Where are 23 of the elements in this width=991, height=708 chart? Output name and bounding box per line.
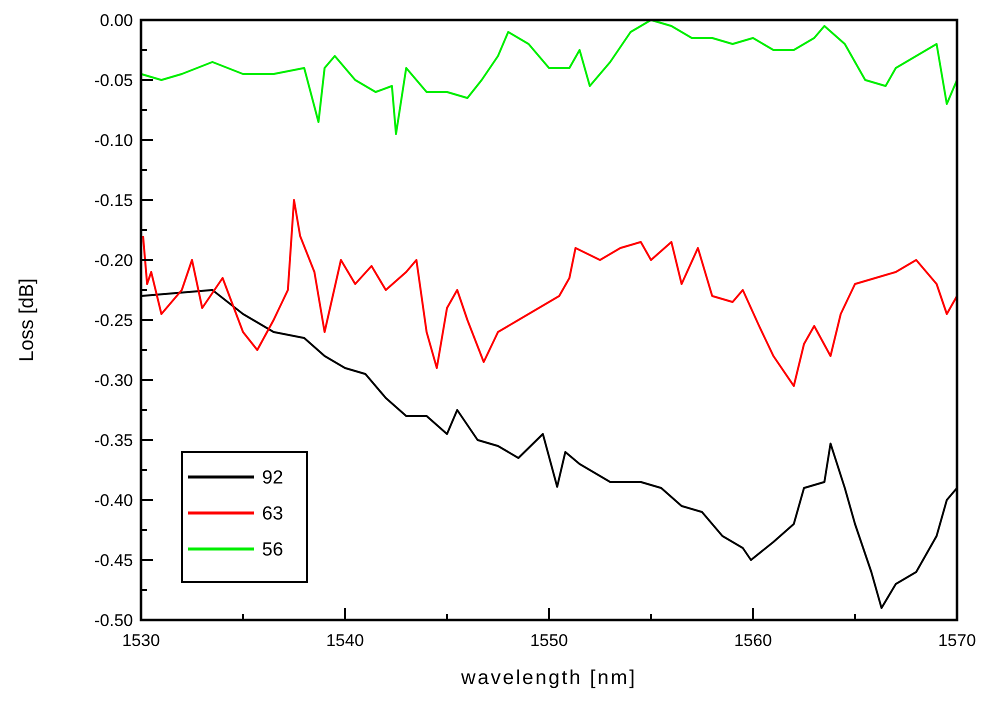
legend-label: 56 bbox=[262, 540, 284, 561]
x-tick-label: 1560 bbox=[734, 631, 772, 650]
y-tick-label: 0.00 bbox=[100, 10, 133, 30]
legend-label: 63 bbox=[262, 504, 284, 525]
y-tick-label: -0.10 bbox=[94, 130, 133, 150]
y-tick-label: -0.45 bbox=[94, 550, 133, 570]
y-tick-label: -0.35 bbox=[94, 430, 133, 450]
y-tick-label: -0.25 bbox=[94, 310, 133, 330]
y-tick-label: -0.50 bbox=[94, 610, 133, 630]
y-axis-title: Loss [dB] bbox=[16, 278, 38, 362]
y-tick-label: -0.20 bbox=[94, 250, 133, 270]
x-tick-label: 1540 bbox=[326, 631, 364, 650]
x-axis-title: wavelength [nm] bbox=[460, 667, 637, 689]
y-tick-label: -0.05 bbox=[94, 70, 133, 90]
line-series bbox=[140, 19, 958, 135]
x-tick-label: 1530 bbox=[122, 631, 160, 650]
y-tick-label: -0.15 bbox=[94, 190, 133, 210]
x-tick-label: 1550 bbox=[530, 631, 568, 650]
x-tick-label: 1570 bbox=[938, 631, 976, 650]
legend-label: 92 bbox=[262, 468, 284, 489]
line-series bbox=[142, 199, 958, 387]
y-tick-label: -0.40 bbox=[94, 490, 133, 510]
y-tick-label: -0.30 bbox=[94, 370, 133, 390]
